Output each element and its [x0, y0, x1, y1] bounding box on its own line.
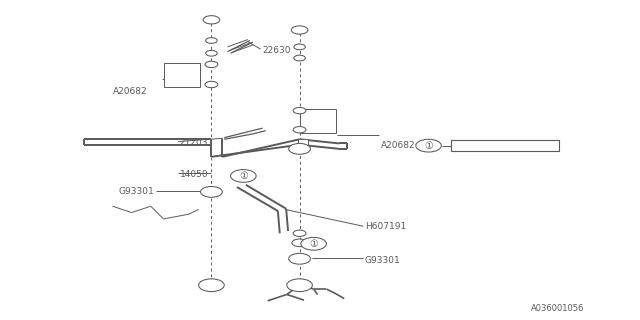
- Text: 21203: 21203: [179, 138, 208, 147]
- Circle shape: [291, 26, 308, 34]
- Circle shape: [205, 81, 218, 88]
- Circle shape: [294, 44, 305, 50]
- Text: ①: ①: [309, 239, 318, 249]
- Circle shape: [205, 38, 217, 44]
- Text: ①: ①: [424, 141, 433, 151]
- Circle shape: [200, 187, 222, 197]
- Circle shape: [292, 239, 307, 247]
- Circle shape: [293, 126, 306, 133]
- Bar: [164, 63, 200, 87]
- Text: A036001056: A036001056: [531, 304, 584, 313]
- Circle shape: [416, 139, 442, 152]
- Text: ①: ①: [239, 171, 248, 181]
- Circle shape: [205, 61, 218, 68]
- Text: 22630: 22630: [262, 45, 291, 55]
- Text: A20682: A20682: [381, 141, 415, 150]
- Circle shape: [293, 108, 306, 114]
- Text: A20682: A20682: [113, 87, 147, 96]
- Circle shape: [293, 230, 306, 236]
- Circle shape: [205, 50, 217, 56]
- Bar: [298, 139, 308, 149]
- Circle shape: [294, 55, 305, 61]
- Circle shape: [203, 16, 220, 24]
- Bar: [451, 140, 559, 151]
- Circle shape: [289, 143, 310, 154]
- Circle shape: [198, 279, 224, 292]
- Circle shape: [301, 237, 326, 250]
- Text: 14050: 14050: [179, 170, 208, 179]
- Text: G93301: G93301: [365, 256, 401, 265]
- Circle shape: [287, 279, 312, 292]
- Circle shape: [289, 253, 310, 264]
- Text: 092313102(2 ): 092313102(2 ): [472, 141, 539, 150]
- Text: H607191: H607191: [365, 222, 406, 231]
- Circle shape: [230, 170, 256, 182]
- Text: G93301: G93301: [119, 188, 155, 196]
- Bar: [300, 109, 336, 133]
